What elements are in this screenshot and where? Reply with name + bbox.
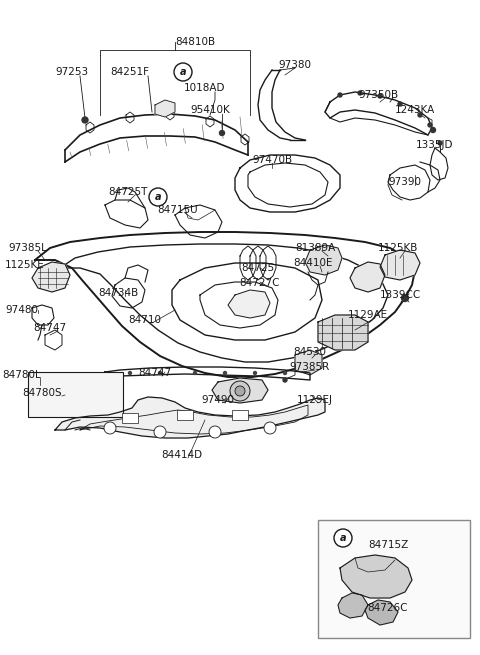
Circle shape <box>358 91 362 95</box>
Text: 84710: 84710 <box>129 315 161 325</box>
Text: 97490: 97490 <box>202 395 235 405</box>
Circle shape <box>438 141 442 145</box>
Circle shape <box>253 371 256 375</box>
Text: 81389A: 81389A <box>295 243 335 253</box>
Circle shape <box>158 371 161 375</box>
Bar <box>122 413 138 423</box>
Text: 84414D: 84414D <box>161 450 203 460</box>
Text: 1129EJ: 1129EJ <box>297 395 333 405</box>
Text: 97253: 97253 <box>55 67 89 77</box>
Circle shape <box>224 371 227 375</box>
Polygon shape <box>340 555 412 598</box>
Circle shape <box>284 371 287 375</box>
Circle shape <box>149 188 167 206</box>
Circle shape <box>338 93 342 97</box>
Text: 1018AD: 1018AD <box>184 83 226 93</box>
Text: 97380: 97380 <box>278 60 312 70</box>
Circle shape <box>235 386 245 396</box>
Text: 84734B: 84734B <box>98 288 138 298</box>
Text: a: a <box>340 533 346 543</box>
Circle shape <box>334 529 352 547</box>
Polygon shape <box>338 593 368 618</box>
Polygon shape <box>380 250 420 280</box>
Text: 84251F: 84251F <box>110 67 149 77</box>
Text: a: a <box>155 192 161 202</box>
Text: 84727C: 84727C <box>240 278 280 288</box>
Circle shape <box>378 94 382 98</box>
Text: 97480: 97480 <box>5 305 38 315</box>
Circle shape <box>418 113 422 117</box>
Polygon shape <box>155 100 175 117</box>
Circle shape <box>230 381 250 401</box>
Text: 97350B: 97350B <box>358 90 398 100</box>
Polygon shape <box>350 262 385 292</box>
Bar <box>177 410 193 420</box>
Text: 84410E: 84410E <box>293 258 333 268</box>
Polygon shape <box>365 600 398 625</box>
Text: 84780L: 84780L <box>2 370 41 380</box>
Text: 1335JD: 1335JD <box>416 140 454 150</box>
Circle shape <box>129 371 132 375</box>
Text: 1125KE: 1125KE <box>5 260 45 270</box>
Polygon shape <box>32 262 70 292</box>
Text: 97470B: 97470B <box>252 155 292 165</box>
Text: 84715U: 84715U <box>158 205 198 215</box>
Polygon shape <box>55 397 325 438</box>
Text: 97385R: 97385R <box>290 362 330 372</box>
Text: 97385L: 97385L <box>9 243 48 253</box>
Polygon shape <box>228 290 270 318</box>
Polygon shape <box>295 350 322 375</box>
Text: 84725: 84725 <box>241 263 275 273</box>
Circle shape <box>104 422 116 434</box>
Circle shape <box>174 63 192 81</box>
Text: 95410K: 95410K <box>190 105 230 115</box>
Circle shape <box>283 378 287 382</box>
Text: 84747: 84747 <box>138 368 171 378</box>
Bar <box>232 410 248 420</box>
Circle shape <box>193 371 196 375</box>
Bar <box>318 520 470 638</box>
Circle shape <box>264 422 276 434</box>
Text: 84725T: 84725T <box>108 187 148 197</box>
Polygon shape <box>212 378 268 403</box>
Text: 84747: 84747 <box>34 323 67 333</box>
Circle shape <box>431 128 435 132</box>
Circle shape <box>219 130 225 136</box>
Text: 97390: 97390 <box>388 177 421 187</box>
Text: 84780S: 84780S <box>22 388 62 398</box>
Circle shape <box>154 426 166 438</box>
Text: 84715Z: 84715Z <box>368 540 408 550</box>
Text: 1339CC: 1339CC <box>379 290 420 300</box>
Circle shape <box>428 123 432 127</box>
Text: a: a <box>180 67 186 77</box>
Text: 1125KB: 1125KB <box>378 243 418 253</box>
Polygon shape <box>318 315 368 350</box>
Text: 84726C: 84726C <box>368 603 408 613</box>
Bar <box>28 372 123 417</box>
Circle shape <box>401 295 408 301</box>
Circle shape <box>209 426 221 438</box>
Text: 84530: 84530 <box>293 347 326 357</box>
Text: 1243KA: 1243KA <box>395 105 435 115</box>
Text: 84810B: 84810B <box>175 37 215 47</box>
Circle shape <box>82 117 88 123</box>
Circle shape <box>398 102 402 106</box>
Text: 1129AE: 1129AE <box>348 310 388 320</box>
Polygon shape <box>305 245 342 275</box>
